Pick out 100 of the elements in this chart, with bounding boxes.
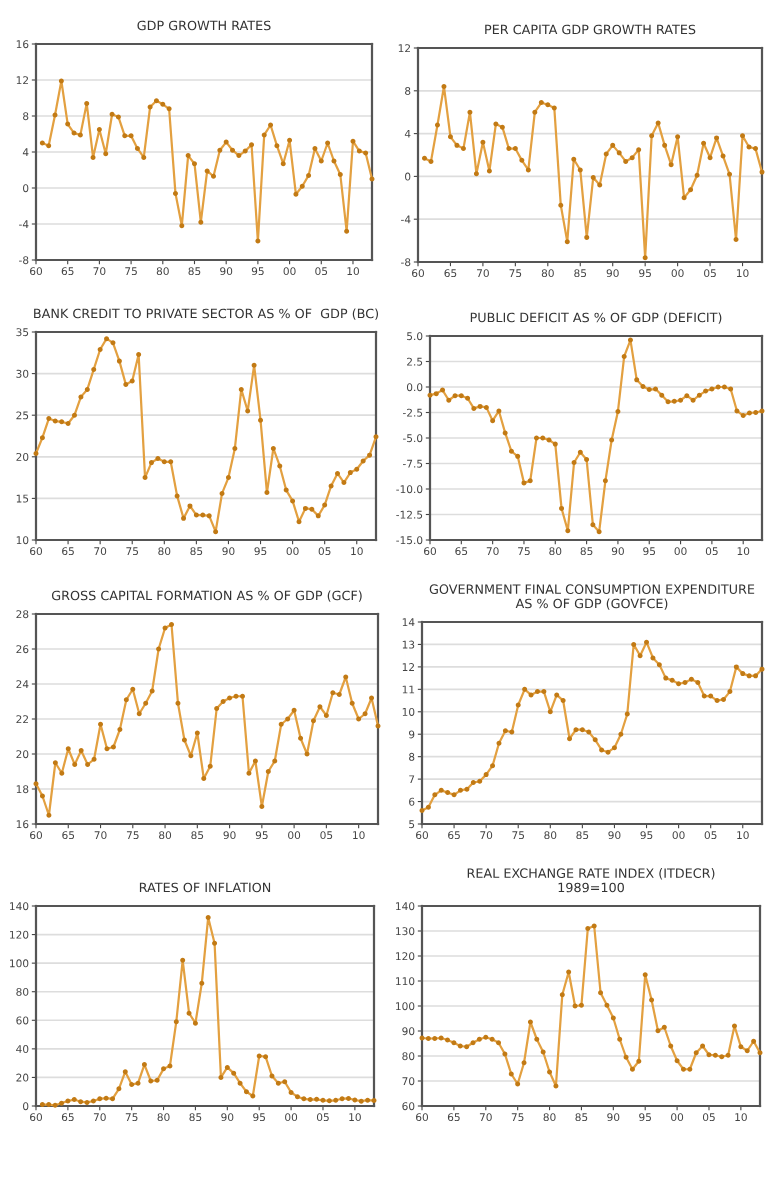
point	[104, 336, 110, 342]
point	[242, 148, 248, 154]
point	[602, 478, 608, 484]
point	[302, 505, 308, 511]
point	[330, 690, 336, 696]
point	[362, 711, 368, 717]
point	[565, 528, 571, 534]
point	[740, 133, 746, 139]
point	[629, 155, 635, 161]
point	[232, 445, 238, 451]
point	[753, 673, 759, 679]
point	[547, 709, 553, 715]
point	[634, 377, 640, 383]
point	[46, 812, 52, 818]
point	[148, 1078, 154, 1084]
point	[249, 142, 255, 148]
point	[678, 397, 684, 403]
point	[421, 155, 427, 161]
line-series	[33, 336, 379, 535]
point	[116, 1086, 122, 1092]
point	[675, 134, 681, 140]
point	[280, 161, 286, 167]
point	[554, 692, 560, 698]
point	[179, 223, 185, 229]
point	[707, 155, 713, 161]
point	[46, 1102, 52, 1108]
point	[123, 697, 129, 703]
point	[454, 142, 460, 148]
point	[490, 418, 496, 424]
point	[560, 698, 566, 704]
point	[599, 747, 605, 753]
point	[199, 980, 205, 986]
point	[218, 1074, 224, 1080]
point	[219, 490, 225, 496]
point	[230, 147, 236, 153]
point	[310, 718, 316, 724]
point	[288, 1089, 294, 1095]
point	[110, 340, 116, 346]
point	[352, 1097, 358, 1103]
point	[558, 202, 564, 208]
line-series	[427, 337, 765, 535]
point	[161, 1066, 167, 1072]
point	[141, 1062, 147, 1068]
point	[669, 677, 675, 683]
point	[636, 147, 642, 153]
point	[644, 639, 650, 645]
line-series	[39, 914, 377, 1108]
point	[130, 686, 136, 692]
point	[78, 1099, 84, 1105]
point	[239, 693, 245, 699]
point	[58, 78, 64, 84]
point	[148, 460, 154, 466]
point	[740, 413, 746, 419]
point	[318, 158, 324, 164]
point	[538, 100, 544, 106]
point	[207, 763, 213, 769]
point	[493, 121, 499, 127]
point	[496, 1040, 502, 1046]
point	[326, 1098, 332, 1104]
point	[356, 716, 362, 722]
point	[59, 770, 65, 776]
point	[371, 1098, 377, 1104]
point	[502, 1051, 508, 1057]
point	[703, 388, 709, 394]
point	[185, 153, 191, 159]
point	[688, 676, 694, 682]
point	[432, 792, 438, 798]
point	[205, 914, 211, 920]
point	[757, 1050, 763, 1056]
point	[283, 487, 289, 493]
point	[470, 779, 476, 785]
point	[502, 430, 508, 436]
point	[727, 171, 733, 177]
point	[496, 740, 502, 746]
point	[250, 1093, 256, 1099]
point	[728, 386, 734, 392]
point	[445, 790, 451, 796]
point	[156, 646, 162, 652]
point	[451, 1040, 457, 1046]
point	[486, 168, 492, 174]
point	[490, 763, 496, 769]
point	[341, 480, 347, 486]
point	[579, 727, 585, 733]
point	[438, 787, 444, 793]
point	[522, 686, 528, 692]
point	[263, 1054, 269, 1060]
point	[282, 1079, 288, 1085]
point	[181, 737, 187, 743]
point	[584, 234, 590, 240]
point	[733, 664, 739, 670]
point	[706, 1052, 712, 1058]
point	[84, 1099, 90, 1105]
point	[278, 721, 284, 727]
point	[349, 700, 355, 706]
point	[122, 133, 128, 139]
point	[636, 1058, 642, 1064]
point	[367, 452, 373, 458]
point	[315, 513, 321, 519]
point	[256, 1053, 262, 1059]
point	[166, 106, 172, 112]
